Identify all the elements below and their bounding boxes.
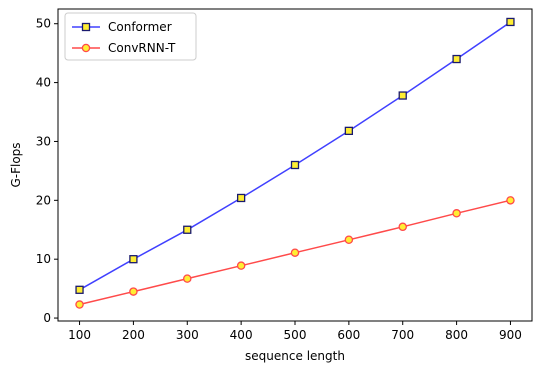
x-tick-label: 500 (284, 328, 307, 342)
data-point (75, 285, 84, 294)
legend-marker (81, 43, 91, 53)
y-tick-label: 50 (36, 17, 51, 31)
data-point (506, 17, 515, 27)
data-point (183, 274, 192, 283)
data-point (290, 160, 300, 170)
y-tick-label: 30 (36, 134, 51, 148)
plot-area (75, 17, 515, 309)
data-point (344, 126, 354, 136)
data-point (236, 261, 246, 270)
legend-label: Conformer (108, 20, 172, 34)
x-tick-label: 300 (176, 328, 199, 342)
y-tick-label: 10 (36, 252, 51, 266)
data-point (344, 235, 354, 245)
x-tick-label: 700 (391, 328, 414, 342)
x-tick-label: 900 (499, 328, 522, 342)
x-tick-label: 100 (68, 328, 91, 342)
data-point (75, 300, 84, 309)
data-point (129, 255, 138, 264)
x-tick-label: 800 (445, 328, 468, 342)
y-tick-label: 0 (43, 311, 51, 325)
data-point (398, 222, 407, 232)
data-point (183, 225, 192, 234)
y-tick-label: 40 (36, 76, 51, 90)
data-point (398, 91, 407, 100)
x-tick-label: 600 (337, 328, 360, 342)
data-point (452, 209, 461, 218)
data-point (236, 193, 246, 203)
y-axis-label: G-Flops (9, 142, 23, 187)
data-point (506, 196, 515, 205)
legend: Conformer ConvRNN-T (64, 12, 197, 61)
x-tick-label: 200 (122, 328, 145, 342)
y-tick-label: 20 (36, 193, 51, 207)
data-point (452, 54, 461, 64)
data-point (129, 287, 138, 296)
data-point (290, 248, 300, 257)
axes: 100 200 300 400 500 600 700 800 900 0 10 20 30 40 50 (36, 8, 533, 342)
legend-label: ConvRNN-T (108, 41, 176, 55)
legend-marker (81, 22, 91, 32)
x-axis-label: sequence length (245, 349, 345, 363)
x-tick-label: 400 (230, 328, 253, 342)
